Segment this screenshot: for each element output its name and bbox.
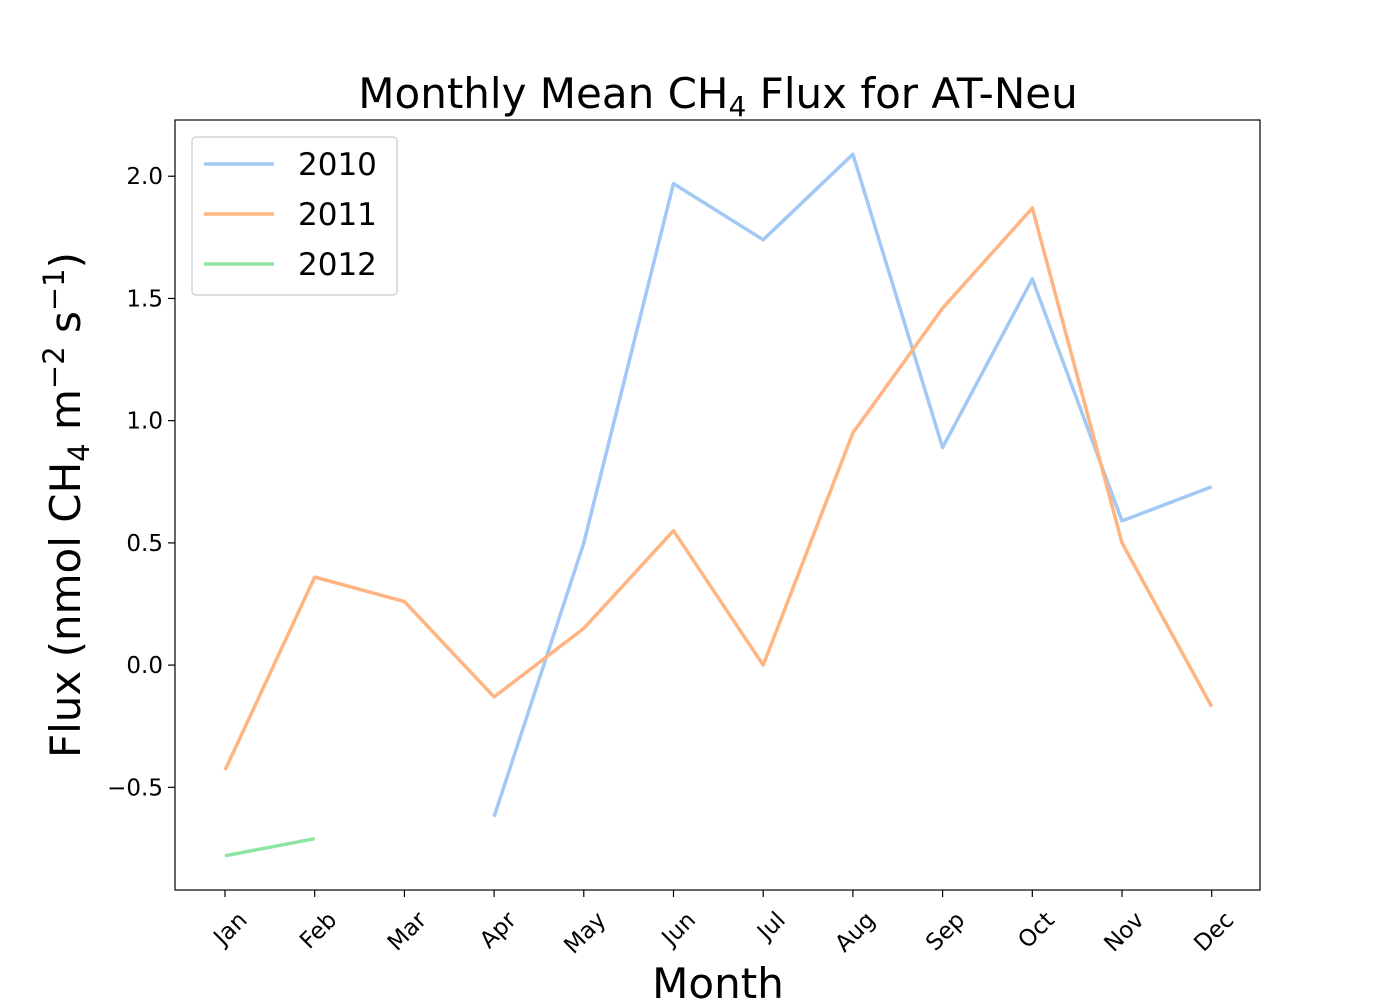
legend-label-2012: 2012 — [298, 247, 377, 283]
legend: 2010 2011 2012 — [191, 136, 398, 296]
y-tick-label: 1.0 — [126, 409, 163, 435]
legend-box — [191, 136, 398, 296]
y-tick-label: 0.0 — [126, 653, 163, 679]
x-tick-label: Nov — [1099, 907, 1149, 957]
x-tick-label: Jul — [751, 907, 790, 946]
legend-label-2011: 2011 — [298, 197, 377, 233]
y-axis-title: Flux (nmol CH4 m−2 s−1) — [37, 252, 96, 758]
x-tick-label: Jun — [656, 907, 701, 952]
plot-area — [174, 119, 1261, 891]
x-tick-label: Jan — [208, 907, 253, 952]
x-tick-label: Aug — [830, 907, 880, 957]
x-tick-label: May — [559, 907, 611, 959]
y-tick-label: −0.5 — [107, 775, 163, 801]
x-axis-title: Month — [652, 959, 784, 1000]
series-lines — [223, 152, 1214, 858]
x-tick-label: Feb — [295, 907, 342, 954]
x-tick-label: Mar — [383, 907, 432, 956]
y-axis: −0.5 0.0 0.5 1.0 1.5 2.0 — [107, 164, 175, 801]
x-tick-label: Sep — [921, 907, 970, 956]
y-tick-label: 2.0 — [126, 164, 163, 190]
y-tick-label: 1.5 — [126, 286, 163, 312]
x-tick-label: Oct — [1013, 907, 1060, 954]
chart-title: Monthly Mean CH4 Flux for AT-Neu — [358, 69, 1077, 123]
series-line-2010 — [492, 152, 1213, 818]
legend-label-2010: 2010 — [298, 147, 377, 183]
series-line-2011 — [223, 206, 1214, 771]
chart-title-subscript: 4 — [728, 90, 746, 123]
series-line-2012 — [224, 836, 316, 858]
y-tick-label: 0.5 — [126, 531, 163, 557]
x-tick-label: Apr — [475, 907, 522, 954]
x-tick-label: Dec — [1189, 907, 1239, 957]
x-axis: Jan Feb Mar Apr May Jun Jul Aug Sep Oct Nov Dec — [208, 890, 1239, 959]
